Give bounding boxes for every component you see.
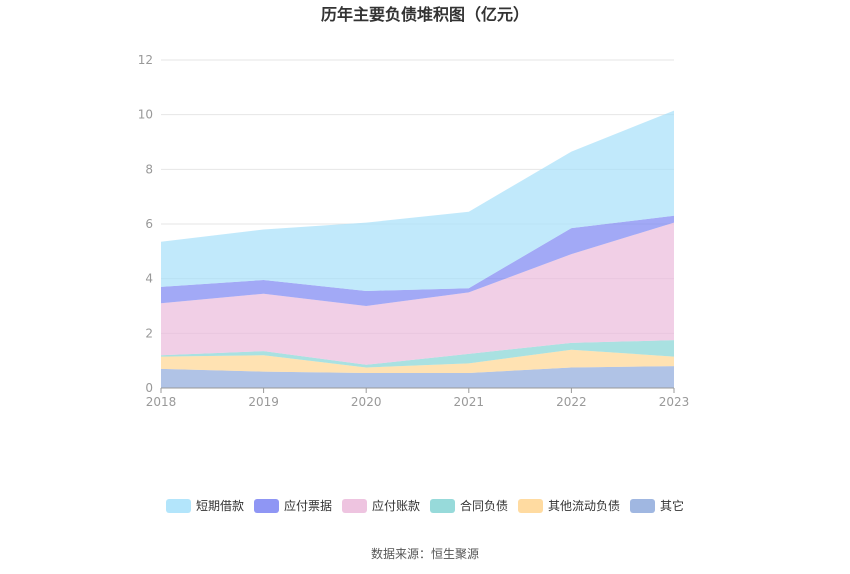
legend-swatch xyxy=(630,499,655,513)
legend-label: 其他流动负债 xyxy=(548,499,620,513)
y-tick-label: 6 xyxy=(145,217,153,231)
x-tick-label: 2019 xyxy=(248,395,279,409)
area-应付票据[interactable] xyxy=(161,215,674,306)
legend-item[interactable]: 应付账款 xyxy=(342,498,420,513)
legend-label: 合同负债 xyxy=(460,498,508,513)
y-tick-label: 10 xyxy=(138,108,153,122)
legend-item[interactable]: 短期借款 xyxy=(166,499,244,513)
x-tick-label: 2018 xyxy=(146,395,177,409)
legend-swatch xyxy=(254,499,279,513)
area-短期借款[interactable] xyxy=(161,110,674,291)
x-tick-label: 2020 xyxy=(351,395,382,409)
x-tick-label: 2022 xyxy=(556,395,587,409)
legend-swatch xyxy=(518,499,543,513)
area-应付账款[interactable] xyxy=(161,222,674,365)
area-其它[interactable] xyxy=(161,366,674,388)
y-tick-label: 2 xyxy=(145,326,153,340)
legend-swatch xyxy=(166,499,191,513)
legend-label: 短期借款 xyxy=(196,499,244,513)
chart-title: 历年主要负债堆积图（亿元） xyxy=(321,5,529,24)
legend-item[interactable]: 其它 xyxy=(630,498,684,513)
x-tick-label: 2021 xyxy=(454,395,485,409)
x-tick-label: 2023 xyxy=(659,395,690,409)
y-tick-label: 0 xyxy=(145,381,153,395)
area-其他流动负债[interactable] xyxy=(161,349,674,373)
y-tick-label: 12 xyxy=(138,53,153,67)
legend-item[interactable]: 其他流动负债 xyxy=(518,499,620,513)
axes: 0 2 4 6 8 10 12 2018 2019 2020 2021 2022 2023 xyxy=(138,53,690,409)
legend-label: 应付票据 xyxy=(284,498,332,513)
legend-swatch xyxy=(430,499,455,513)
area-series xyxy=(161,110,674,388)
data-source: 数据来源：恒生聚源 xyxy=(371,546,479,561)
legend-label: 应付账款 xyxy=(372,498,420,513)
y-tick-label: 4 xyxy=(145,272,153,286)
area-合同负债[interactable] xyxy=(161,340,674,368)
legend-label: 其它 xyxy=(660,498,684,513)
y-tick-label: 8 xyxy=(145,162,153,176)
legend-item[interactable]: 应付票据 xyxy=(254,498,332,513)
legend[interactable]: 短期借款 应付票据 应付账款 合同负债 其他流动负债 其它 xyxy=(166,498,684,513)
legend-swatch xyxy=(342,499,367,513)
legend-item[interactable]: 合同负债 xyxy=(430,498,508,513)
